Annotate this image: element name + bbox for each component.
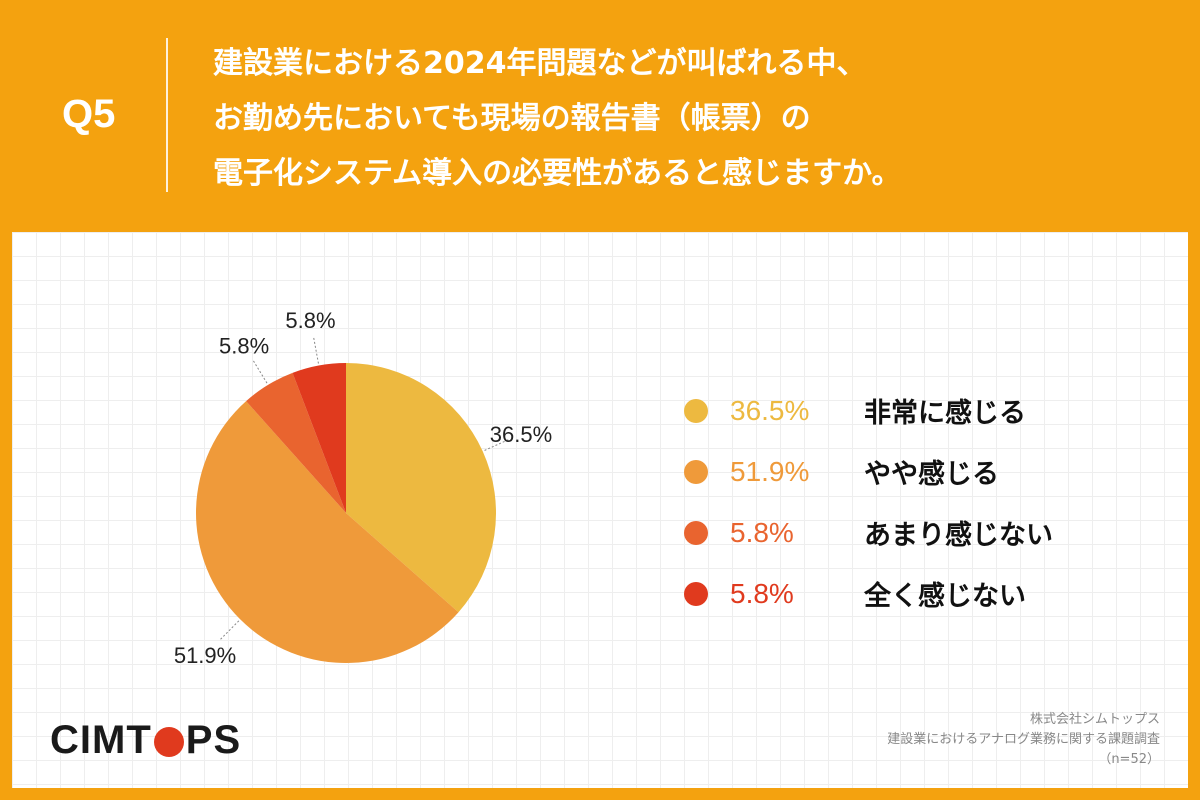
legend-percent: 51.9% [730,455,810,487]
legend-percent: 36.5% [730,394,810,426]
pie-slice [196,401,459,663]
logo-text-end: PS [185,718,242,762]
question-line-3: 電子化システム導入の必要性があると感じますか。 [213,156,902,191]
legend-item: 36.5% 非常に感じる [684,380,1053,441]
leader-line [313,337,319,364]
legend-percent: 5.8% [730,577,794,609]
company-logo: CIMT PS [50,718,241,763]
legend-label: 非常に感じる [864,398,1026,429]
source-company: 株式会社シムトップス [1029,712,1160,727]
legend-dot [684,459,708,484]
source-survey: 建設業におけるアナログ業務に関する課題調査 [887,732,1160,747]
legend-label: あまり感じない [864,520,1053,551]
source-sample: （n=52） [1098,752,1160,767]
data-label: 51.9% [174,643,236,668]
leader-line [253,360,268,384]
legend-dot [684,581,708,606]
logo-o-circle-icon [153,726,184,757]
logo-text-start: CIMT [50,718,152,762]
legend-dot [684,520,708,545]
legend: 36.5% 非常に感じる 51.9% やや感じる 5.8% あまり感じない 5.… [684,380,1053,624]
legend-label: やや感じる [864,459,999,490]
question-line-1: 建設業における2024年問題などが叫ばれる中、 [213,46,867,81]
pie-chart: 36.5% 51.9% 5.8% 5.8% [174,308,552,668]
legend-item: 5.8% 全く感じない [684,563,1053,624]
data-label: 5.8% [219,334,269,359]
question-header: Q5 建設業における2024年問題などが叫ばれる中、 お勤め先においても現場の報… [0,0,1200,230]
question-line-2: お勤め先においても現場の報告書（帳票）の [213,101,811,136]
data-label: 5.8% [285,308,335,333]
legend-percent: 5.8% [730,516,794,548]
source-note: 株式会社シムトップス 建設業におけるアナログ業務に関する課題調査 （n=52） [887,710,1160,770]
leader-line [484,439,509,451]
chart-panel: 36.5% 51.9% 5.8% 5.8% 36.5% 非常に感じる 51.9% やや… [12,232,1188,788]
question-text: 建設業における2024年問題などが叫ばれる中、 お勤め先においても現場の報告書（… [213,36,902,201]
legend-label: 全く感じない [864,581,1026,612]
legend-item: 51.9% やや感じる [684,441,1053,502]
data-label: 36.5% [490,422,552,447]
pie-slice [246,372,346,513]
pie-slice [346,363,497,613]
header-divider [166,38,168,192]
pie-slice [292,363,346,513]
question-number: Q5 [62,92,116,136]
legend-dot [684,398,708,423]
leader-line [220,620,240,640]
legend-item: 5.8% あまり感じない [684,502,1053,563]
